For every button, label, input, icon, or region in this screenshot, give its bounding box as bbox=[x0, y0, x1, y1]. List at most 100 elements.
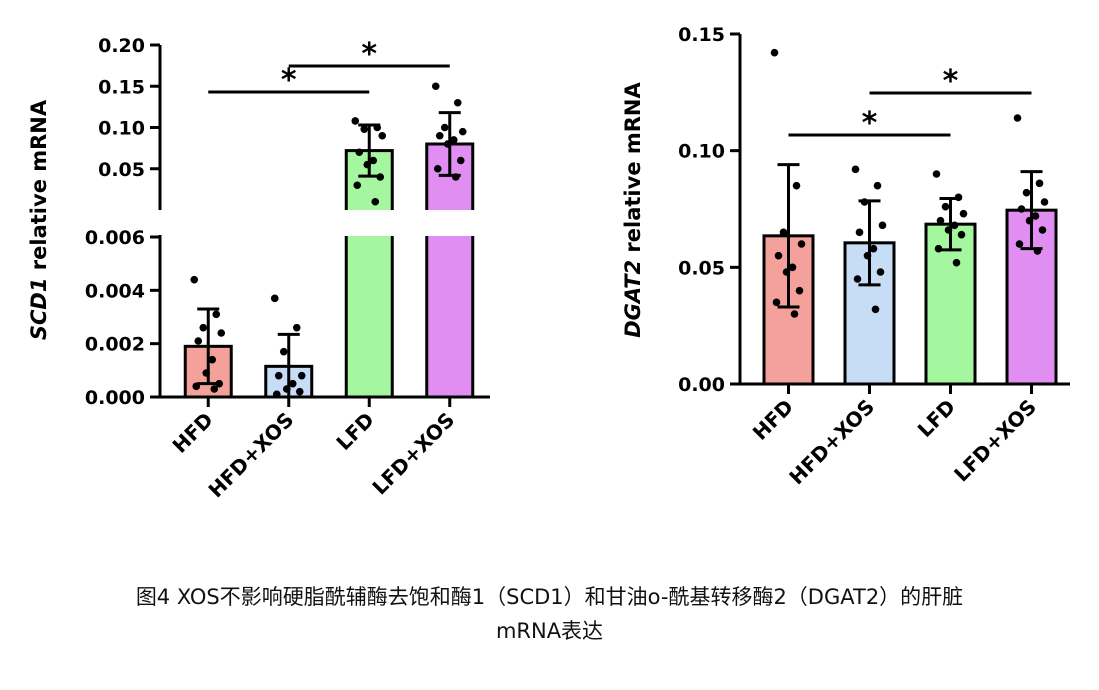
significance-star: * bbox=[943, 64, 959, 99]
data-point bbox=[279, 347, 288, 356]
y-axis-label: SCD1 relative mRNA bbox=[27, 99, 51, 340]
data-point bbox=[449, 136, 458, 144]
data-point bbox=[1031, 212, 1040, 220]
data-point bbox=[871, 305, 880, 314]
data-point bbox=[772, 298, 781, 307]
significance-star: * bbox=[862, 106, 878, 141]
y-tick-label: 0.006 bbox=[85, 227, 145, 249]
y-axis-label-gene: DGAT2 bbox=[621, 260, 645, 338]
data-point bbox=[458, 127, 467, 136]
data-point bbox=[774, 251, 783, 260]
data-point bbox=[860, 198, 869, 206]
y-tick-label: 0.10 bbox=[678, 141, 725, 163]
y-tick-label: 0.20 bbox=[98, 35, 145, 57]
data-point bbox=[853, 275, 862, 283]
data-point bbox=[371, 197, 380, 206]
x-tick-label: LFD bbox=[331, 408, 378, 455]
data-point bbox=[369, 156, 378, 165]
significance-star: * bbox=[361, 37, 377, 72]
data-point bbox=[376, 173, 385, 181]
data-point bbox=[1033, 247, 1042, 255]
data-point bbox=[288, 379, 297, 388]
data-point bbox=[217, 329, 226, 337]
data-point bbox=[194, 337, 203, 345]
y-tick-label: 0.000 bbox=[85, 387, 145, 409]
data-point bbox=[869, 244, 878, 253]
data-point bbox=[952, 258, 961, 267]
data-point bbox=[797, 240, 806, 248]
data-point bbox=[453, 98, 462, 107]
data-point bbox=[770, 48, 779, 57]
data-point bbox=[876, 268, 885, 276]
data-point bbox=[282, 385, 291, 393]
x-tick-label: LFD+XOS bbox=[949, 395, 1041, 487]
data-point bbox=[212, 310, 221, 319]
caption-line-2: mRNA表达 bbox=[495, 619, 604, 643]
data-point bbox=[873, 181, 882, 190]
data-point bbox=[1022, 188, 1031, 197]
y-axis-label-unit: relative mRNA bbox=[27, 99, 51, 277]
data-point bbox=[208, 355, 217, 364]
data-point bbox=[292, 323, 301, 332]
data-point bbox=[353, 181, 362, 190]
axis-break-gap bbox=[148, 210, 500, 236]
y-tick-label: 0.004 bbox=[85, 280, 145, 302]
bar bbox=[425, 142, 475, 399]
y-axis-label-unit: relative mRNA bbox=[621, 82, 645, 260]
data-point bbox=[1017, 205, 1026, 213]
y-tick-label: 0.05 bbox=[678, 257, 725, 279]
y-tick-label: 0.002 bbox=[85, 334, 145, 356]
y-tick-label: 0.15 bbox=[98, 76, 145, 98]
x-tick-label: HFD bbox=[748, 395, 798, 445]
y-tick-label: 0.00 bbox=[678, 374, 725, 396]
data-point bbox=[863, 251, 872, 260]
y-tick-label: 0.15 bbox=[678, 24, 725, 46]
data-point bbox=[360, 125, 369, 133]
data-point bbox=[936, 216, 945, 225]
data-point bbox=[373, 123, 382, 132]
data-point bbox=[274, 371, 283, 380]
data-point bbox=[855, 228, 864, 237]
data-point bbox=[433, 164, 442, 173]
data-point bbox=[202, 369, 211, 377]
data-point bbox=[443, 140, 452, 148]
data-point bbox=[378, 131, 387, 140]
y-tick-label: 0.10 bbox=[98, 118, 145, 140]
data-point bbox=[456, 156, 465, 165]
x-tick-label: HFD+XOS bbox=[784, 395, 879, 490]
data-point bbox=[788, 263, 797, 272]
data-point bbox=[440, 123, 449, 132]
x-tick-label: LFD bbox=[913, 395, 960, 442]
data-point bbox=[215, 379, 224, 388]
data-point bbox=[1013, 114, 1022, 122]
data-point bbox=[944, 226, 953, 234]
data-point bbox=[435, 131, 444, 140]
data-point bbox=[782, 268, 791, 276]
data-point bbox=[932, 170, 941, 178]
data-point bbox=[355, 148, 364, 157]
data-point bbox=[851, 165, 860, 174]
data-point bbox=[779, 228, 788, 237]
data-point bbox=[297, 371, 306, 380]
x-tick-label: LFD+XOS bbox=[367, 408, 459, 500]
data-point bbox=[792, 181, 801, 190]
data-point bbox=[295, 387, 304, 396]
data-point bbox=[790, 310, 799, 318]
caption-line-1: 图4 XOS不影响硬脂酰辅酶去饱和酶1（SCD1）和甘油o-酰基转移酶2（DGA… bbox=[135, 585, 964, 609]
figure-caption: 图4 XOS不影响硬脂酰辅酶去饱和酶1（SCD1）和甘油o-酰基转移酶2（DGA… bbox=[0, 580, 1099, 648]
y-tick-label: 0.05 bbox=[98, 159, 145, 181]
data-point bbox=[950, 221, 959, 230]
y-axis-label: DGAT2 relative mRNA bbox=[621, 82, 645, 338]
data-point bbox=[959, 209, 968, 218]
data-point bbox=[199, 323, 208, 332]
data-point bbox=[954, 193, 963, 202]
data-point bbox=[431, 82, 440, 91]
data-point bbox=[210, 385, 219, 393]
data-point bbox=[795, 286, 804, 295]
y-axis-label-gene: SCD1 bbox=[27, 278, 51, 341]
x-tick-label: HFD bbox=[168, 408, 218, 458]
data-point bbox=[934, 244, 943, 253]
